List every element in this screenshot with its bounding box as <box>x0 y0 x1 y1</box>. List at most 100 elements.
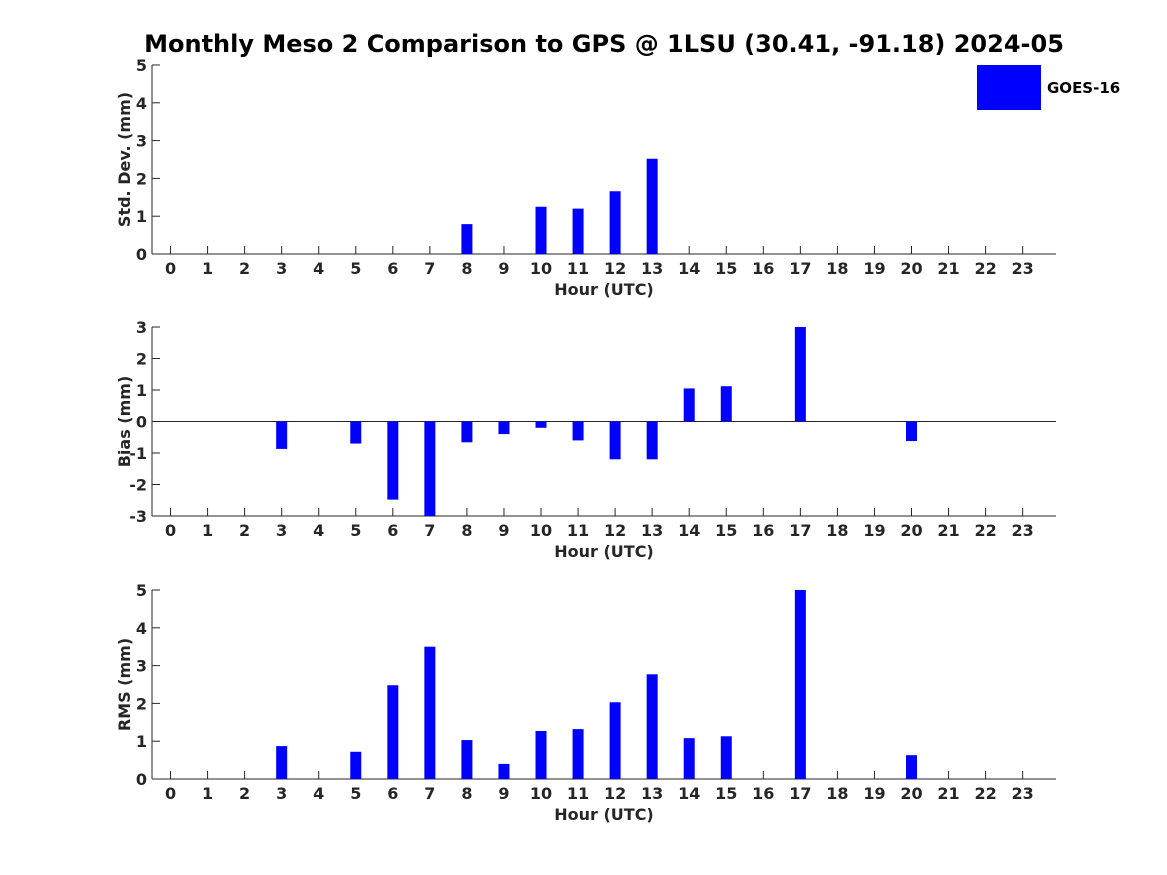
x-tick-label: 9 <box>498 259 509 278</box>
x-tick-label: 12 <box>604 259 626 278</box>
chart-title: Monthly Meso 2 Comparison to GPS @ 1LSU … <box>144 30 1064 58</box>
bar <box>683 738 695 779</box>
y-tick-label: 4 <box>136 619 147 638</box>
bar <box>276 746 288 779</box>
x-tick-label: 7 <box>424 521 435 540</box>
bar <box>461 224 473 254</box>
x-tick-label: 2 <box>239 521 250 540</box>
x-tick-label: 0 <box>165 521 176 540</box>
x-tick-label: 20 <box>900 784 922 803</box>
y-tick-label: 1 <box>136 732 147 751</box>
bar <box>646 158 658 254</box>
bar <box>276 421 288 449</box>
x-tick-label: 8 <box>461 259 472 278</box>
x-tick-label: 16 <box>752 259 774 278</box>
y-axis-label: Std. Dev. (mm) <box>115 92 134 227</box>
x-tick-label: 9 <box>498 521 509 540</box>
x-tick-label: 5 <box>350 784 361 803</box>
x-tick-label: 14 <box>678 784 700 803</box>
x-tick-label: 17 <box>789 259 811 278</box>
x-tick-label: 13 <box>641 784 663 803</box>
x-tick-label: 20 <box>900 259 922 278</box>
bar <box>387 685 399 779</box>
x-tick-label: 10 <box>530 784 552 803</box>
x-tick-label: 22 <box>974 784 996 803</box>
bar <box>794 590 806 779</box>
bar <box>906 755 918 779</box>
x-tick-label: 18 <box>826 521 848 540</box>
y-tick-label: -3 <box>129 507 147 526</box>
x-tick-label: 12 <box>604 784 626 803</box>
x-tick-label: 3 <box>276 521 287 540</box>
x-axis-label: Hour (UTC) <box>554 805 654 824</box>
x-tick-label: 10 <box>530 259 552 278</box>
bar <box>424 646 436 779</box>
bar <box>535 730 547 779</box>
y-tick-label: 1 <box>136 207 147 226</box>
bar <box>572 421 584 441</box>
y-tick-label: 5 <box>136 581 147 600</box>
x-tick-label: 17 <box>789 521 811 540</box>
legend: GOES-16 <box>977 65 1120 110</box>
bar <box>498 763 510 779</box>
x-tick-label: 20 <box>900 521 922 540</box>
x-tick-label: 1 <box>202 521 213 540</box>
y-axis-label: Bias (mm) <box>115 376 134 468</box>
y-tick-label: 3 <box>136 132 147 151</box>
y-tick-label: 3 <box>136 318 147 337</box>
x-tick-label: 15 <box>715 784 737 803</box>
x-tick-label: 22 <box>974 521 996 540</box>
x-tick-label: 21 <box>937 259 959 278</box>
x-tick-label: 14 <box>678 259 700 278</box>
y-tick-label: 3 <box>136 657 147 676</box>
x-tick-label: 19 <box>863 784 885 803</box>
bar <box>350 751 362 779</box>
x-tick-label: 11 <box>567 521 589 540</box>
bar <box>350 421 362 444</box>
x-tick-label: 3 <box>276 784 287 803</box>
x-tick-label: 0 <box>165 784 176 803</box>
bar <box>683 388 695 422</box>
bar <box>572 208 584 254</box>
x-axis-label: Hour (UTC) <box>554 542 654 561</box>
x-tick-label: 17 <box>789 784 811 803</box>
bar <box>535 206 547 254</box>
x-tick-label: 6 <box>387 521 398 540</box>
x-tick-label: 5 <box>350 521 361 540</box>
x-tick-label: 11 <box>567 784 589 803</box>
x-tick-label: 14 <box>678 521 700 540</box>
bar <box>609 421 621 460</box>
bar <box>609 702 621 779</box>
bar <box>609 191 621 254</box>
y-axis-label: RMS (mm) <box>115 638 134 731</box>
x-tick-label: 2 <box>239 259 250 278</box>
bar <box>906 421 918 442</box>
x-tick-label: 1 <box>202 784 213 803</box>
legend-swatch <box>977 65 1041 110</box>
x-tick-label: 5 <box>350 259 361 278</box>
y-tick-label: -2 <box>129 476 147 495</box>
x-tick-label: 9 <box>498 784 509 803</box>
x-tick-label: 4 <box>313 259 324 278</box>
y-tick-label: 2 <box>136 350 147 369</box>
bar <box>535 421 547 428</box>
y-tick-label: 1 <box>136 381 147 400</box>
x-tick-label: 21 <box>937 521 959 540</box>
x-tick-label: 6 <box>387 259 398 278</box>
x-tick-label: 7 <box>424 784 435 803</box>
y-tick-label: 2 <box>136 169 147 188</box>
x-tick-label: 3 <box>276 259 287 278</box>
x-tick-label: 18 <box>826 259 848 278</box>
x-tick-label: 18 <box>826 784 848 803</box>
x-tick-label: 16 <box>752 521 774 540</box>
x-tick-label: 16 <box>752 784 774 803</box>
x-tick-label: 19 <box>863 521 885 540</box>
bar <box>387 421 399 500</box>
x-axis-label: Hour (UTC) <box>554 280 654 299</box>
x-tick-label: 23 <box>1012 259 1034 278</box>
